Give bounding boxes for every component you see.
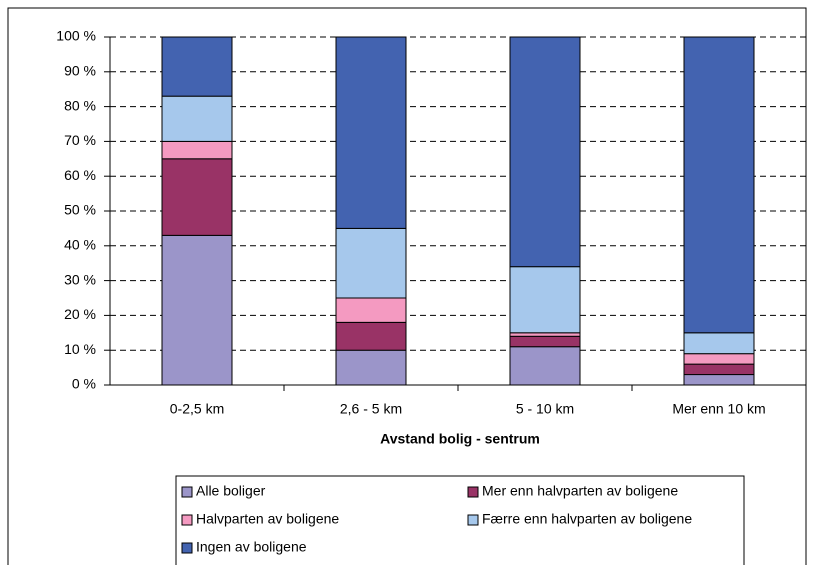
bar-segment: [509, 36, 581, 268]
legend-swatch: [467, 514, 479, 526]
legend-swatch: [181, 542, 193, 554]
legend-box: [175, 475, 745, 565]
bar-segment: [335, 36, 407, 229]
bar-segment: [161, 158, 233, 236]
bar-segment: [161, 36, 233, 97]
bar-segment: [509, 266, 581, 334]
legend-label: Halvparten av boligene: [196, 511, 339, 527]
bar-segment: [509, 346, 581, 386]
y-tick-label: 80 %: [64, 97, 96, 113]
y-tick-label: 90 %: [64, 63, 96, 79]
y-tick-label: 40 %: [64, 237, 96, 253]
legend-swatch: [181, 486, 193, 498]
bar-segment: [683, 374, 755, 386]
legend-label: Alle boliger: [196, 483, 266, 499]
bar-segment: [683, 363, 755, 376]
bar-segment: [509, 335, 581, 348]
x-tick-label: Mer enn 10 km: [672, 401, 765, 417]
bar-segment: [335, 349, 407, 386]
bar-segment: [683, 353, 755, 365]
y-tick-label: 100 %: [56, 28, 96, 44]
y-tick-label: 20 %: [64, 306, 96, 322]
bar-segment: [683, 36, 755, 334]
bar-segment: [161, 234, 233, 386]
x-tick-label: 5 - 10 km: [516, 401, 574, 417]
x-axis-label: Avstand bolig - sentrum: [380, 431, 540, 447]
bar-segment: [509, 332, 581, 337]
y-tick-label: 50 %: [64, 202, 96, 218]
bar-segment: [161, 95, 233, 142]
legend-swatch: [181, 514, 193, 526]
bar-segment: [683, 332, 755, 355]
bar-segment: [161, 140, 233, 160]
chart-frame: [7, 7, 807, 565]
bar-segment: [335, 227, 407, 299]
y-tick-label: 60 %: [64, 167, 96, 183]
legend-label: Færre enn halvparten av boligene: [482, 511, 692, 527]
y-tick-label: 10 %: [64, 341, 96, 357]
bar-segment: [335, 321, 407, 351]
legend-swatch: [467, 486, 479, 498]
y-tick-label: 70 %: [64, 132, 96, 148]
legend-label: Ingen av boligene: [196, 539, 307, 555]
x-tick-label: 2,6 - 5 km: [340, 401, 402, 417]
legend-label: Mer enn halvparten av boligene: [482, 483, 678, 499]
bar-segment: [335, 297, 407, 323]
y-tick-label: 0 %: [72, 376, 96, 392]
y-tick-label: 30 %: [64, 271, 96, 287]
x-tick-label: 0-2,5 km: [170, 401, 224, 417]
